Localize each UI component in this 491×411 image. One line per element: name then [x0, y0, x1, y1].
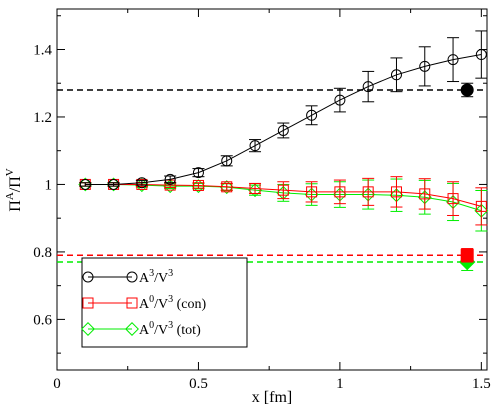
data-point — [419, 60, 431, 72]
series-line — [85, 54, 482, 185]
legend-label-part: 0 — [149, 320, 154, 331]
legend-item: A0/V3 (tot) — [81, 320, 201, 338]
legend-label-part: 3 — [149, 268, 154, 279]
legend-label-part: 0 — [149, 294, 154, 305]
y-axis-label-pi-a: Π — [7, 200, 24, 212]
data-point — [126, 271, 138, 283]
data-point — [249, 182, 261, 194]
legend-label-part: /V — [154, 323, 168, 338]
legend-label: A0/V3 (tot) — [139, 320, 201, 338]
data-point — [334, 94, 346, 106]
legend-label-part: 3 — [168, 294, 173, 305]
data-point — [81, 322, 95, 336]
data-point — [362, 186, 374, 198]
legend-item: A3/V3 — [82, 268, 173, 286]
x-tick-label: 0 — [53, 376, 61, 392]
data-point — [475, 200, 487, 212]
data-point — [192, 179, 204, 191]
data-point — [125, 322, 139, 336]
y-axis-label-sup-a: A — [4, 192, 16, 200]
legend-label-part: /V — [154, 271, 168, 286]
series-square — [79, 176, 488, 263]
data-point — [192, 167, 204, 179]
data-point — [334, 186, 346, 198]
x-axis-label: x [fm] — [252, 389, 292, 406]
data-point — [191, 179, 206, 194]
legend-label-part: 3 — [168, 268, 173, 279]
data-point — [390, 186, 402, 198]
data-point — [447, 193, 459, 205]
data-point — [277, 124, 289, 136]
legend-item: A0/V3 (con) — [82, 294, 207, 312]
data-point — [277, 184, 289, 196]
y-axis-label-sup-v: V — [4, 168, 16, 176]
x-tick-label: 1.5 — [472, 376, 491, 392]
legend-label-part: A — [139, 297, 150, 312]
data-point — [447, 54, 459, 66]
data-point — [163, 179, 178, 194]
legend-label-part: A — [139, 323, 150, 338]
data-point — [126, 297, 138, 309]
data-point — [79, 178, 91, 190]
x-tick-label: 1 — [336, 376, 344, 392]
legend-label: A0/V3 (con) — [139, 294, 207, 312]
series-layer — [78, 30, 489, 271]
y-tick-label: 1 — [45, 177, 53, 193]
data-point — [164, 173, 176, 185]
y-axis-label: ΠA/ΠV — [4, 168, 24, 212]
legend-label: A3/V3 — [139, 268, 173, 286]
data-point — [136, 177, 148, 189]
legend-label-part: /V — [154, 297, 168, 312]
plot-frame — [56, 8, 488, 371]
data-point — [108, 178, 120, 190]
y-tick-label: 1.2 — [33, 110, 52, 126]
x-tick-label: 0.5 — [189, 376, 208, 392]
legend-label-part: 3 — [168, 320, 173, 331]
y-axis: 0.6 0.8 1 1.2 1.4 — [33, 15, 487, 354]
data-point — [306, 109, 318, 121]
data-point — [390, 69, 402, 81]
data-point — [219, 180, 234, 195]
legend-label-part: (tot) — [173, 323, 201, 338]
data-point — [460, 248, 474, 262]
legend-label-part: (con) — [173, 297, 206, 312]
data-point — [362, 81, 374, 93]
data-point — [82, 297, 94, 309]
data-point — [221, 155, 233, 167]
data-point — [82, 271, 94, 283]
data-point — [419, 188, 431, 200]
x-axis: 0 0.5 1 1.5 — [53, 9, 491, 392]
series-circle — [79, 30, 488, 190]
reference-lines — [57, 89, 487, 263]
data-point — [306, 186, 318, 198]
data-point — [221, 181, 233, 193]
y-tick-label: 0.8 — [33, 245, 52, 261]
legend-label-part: A — [139, 271, 150, 286]
data-point — [249, 140, 261, 152]
y-tick-label: 1.4 — [33, 42, 52, 58]
y-axis-label-slash: /Π — [7, 176, 24, 192]
y-tick-label: 0.6 — [33, 312, 52, 328]
data-point — [460, 83, 474, 97]
